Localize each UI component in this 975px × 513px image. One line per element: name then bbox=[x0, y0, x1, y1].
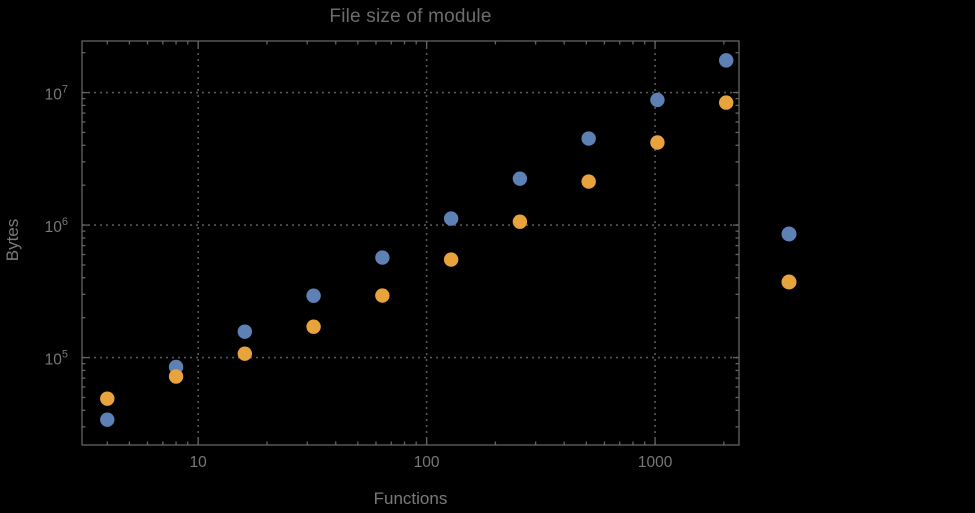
axis-ticks bbox=[82, 41, 739, 445]
x-tick-label: 100 bbox=[414, 454, 440, 471]
data-point-series2-0 bbox=[100, 391, 115, 406]
data-point-series2-9 bbox=[719, 95, 734, 110]
series-2-points bbox=[100, 95, 734, 406]
series-1-points bbox=[100, 53, 734, 427]
data-point-series1-9 bbox=[719, 53, 734, 68]
data-point-series2-8 bbox=[650, 135, 665, 150]
data-point-series1-0 bbox=[100, 412, 115, 427]
data-point-series1-7 bbox=[581, 131, 596, 146]
data-point-series1-3 bbox=[306, 288, 321, 303]
x-tick-label: 1000 bbox=[638, 454, 673, 471]
y-tick-labels: 105 106 107 bbox=[45, 84, 68, 369]
data-point-series1-6 bbox=[512, 171, 528, 186]
data-point-series2-4 bbox=[375, 288, 390, 303]
data-point-series1-4 bbox=[375, 250, 390, 265]
plot-frame bbox=[81, 40, 740, 446]
data-point-series1-2 bbox=[237, 324, 253, 339]
legend-marker-series1 bbox=[781, 226, 797, 242]
chart-title: File size of module bbox=[329, 6, 492, 27]
legend bbox=[781, 226, 797, 290]
data-point-series2-6 bbox=[512, 214, 528, 229]
legend-marker-series2 bbox=[781, 274, 797, 290]
data-point-series2-1 bbox=[168, 369, 184, 384]
y-tick-label: 105 bbox=[45, 349, 68, 369]
data-point-series2-5 bbox=[443, 252, 459, 267]
data-point-series1-8 bbox=[650, 92, 665, 108]
data-point-series1-5 bbox=[443, 211, 459, 226]
data-point-series2-2 bbox=[237, 346, 253, 361]
y-tick-label: 107 bbox=[45, 84, 68, 104]
data-point-series2-7 bbox=[581, 174, 596, 189]
x-axis-label: Functions bbox=[373, 489, 448, 508]
data-point-series2-3 bbox=[306, 319, 321, 334]
y-tick-label: 106 bbox=[45, 216, 68, 236]
grid-lines bbox=[82, 41, 739, 445]
x-tick-labels: 10 100 1000 bbox=[190, 454, 673, 471]
x-tick-label: 10 bbox=[190, 454, 208, 471]
